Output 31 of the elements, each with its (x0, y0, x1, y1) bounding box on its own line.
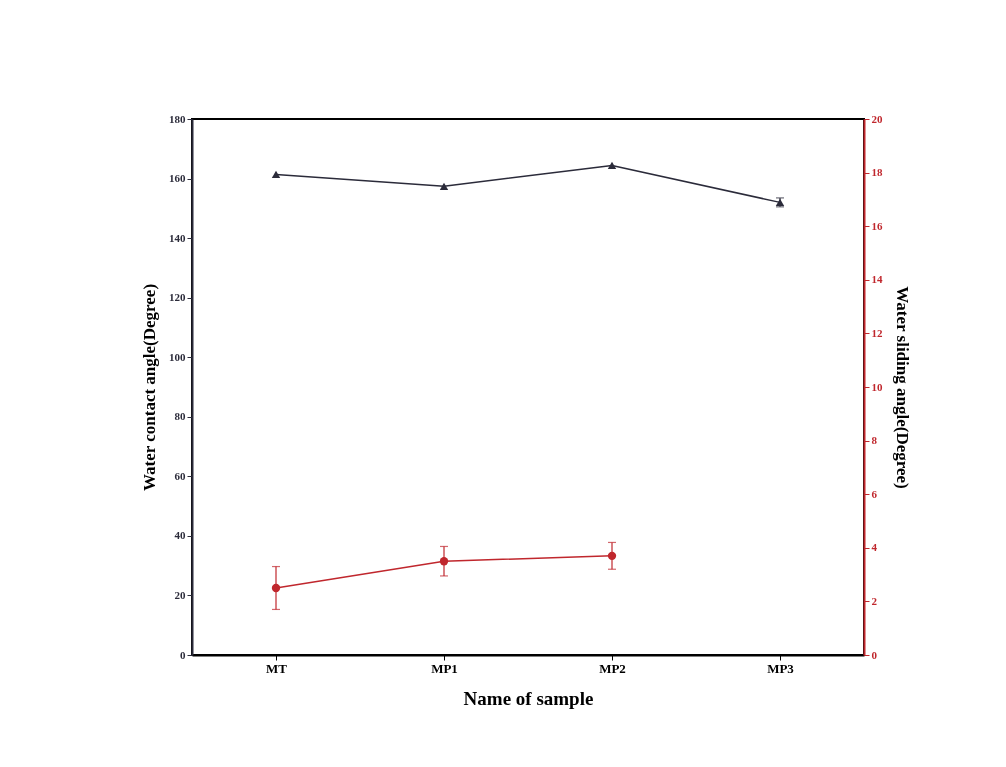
y-tick-label: 80 (174, 410, 186, 423)
y2-tick-label: 20 (871, 112, 883, 125)
y-tick-label: 20 (174, 588, 186, 601)
y2-tick-label: 0 (871, 648, 878, 661)
x-axis-title: Name of sample (463, 687, 594, 709)
point (439, 557, 449, 566)
point (607, 551, 617, 561)
y-tick-label: 0 (180, 648, 186, 661)
y2-axis-title: Water sliding angle(Degree) (892, 286, 912, 489)
y2-tick-label: 14 (871, 273, 883, 286)
y2-tick-label: 12 (871, 326, 883, 339)
y2-tick-label: 6 (871, 487, 878, 500)
x-tick-label: MT (266, 660, 288, 676)
y-tick-label: 180 (169, 112, 186, 125)
y-tick-label: 60 (174, 469, 186, 482)
y2-tick-label: 16 (871, 219, 883, 232)
y-tick-label: 160 (169, 172, 186, 185)
y2-tick-label: 8 (871, 434, 878, 447)
y2-tick-label: 2 (871, 594, 878, 607)
y2-tick-label: 10 (871, 380, 883, 393)
y-tick-label: 120 (169, 291, 186, 304)
y-tick-label: 140 (169, 231, 186, 244)
y-tick-label: 100 (169, 350, 186, 363)
point (271, 583, 281, 593)
y-tick-label: 40 (174, 529, 186, 542)
y-axis-title: Water contact angle(Degree) (140, 283, 159, 492)
x-tick-label: MP3 (767, 660, 795, 676)
y2-tick-label: 18 (871, 166, 883, 179)
y2-tick-label: 4 (871, 541, 878, 554)
x-tick-label: MP1 (431, 660, 458, 676)
x-tick-label: MP2 (599, 660, 626, 676)
